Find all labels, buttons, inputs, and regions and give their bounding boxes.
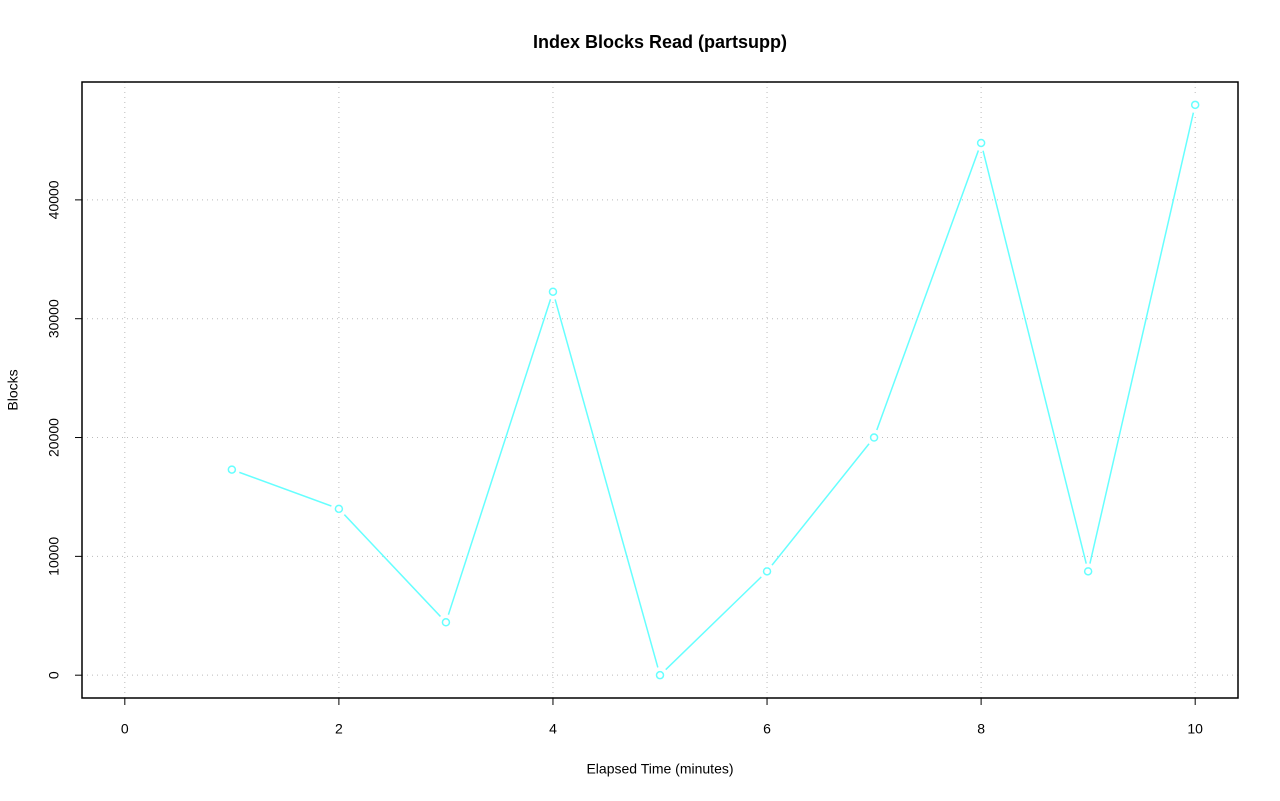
y-tick-label: 10000 [46, 537, 62, 576]
x-tick-label: 6 [763, 721, 771, 737]
x-tick-label: 10 [1187, 721, 1203, 737]
point [655, 670, 665, 680]
point [441, 618, 451, 627]
point [976, 138, 986, 148]
x-axis-label: Elapsed Time (minutes) [586, 761, 733, 777]
point [1190, 100, 1200, 110]
x-tick-label: 8 [977, 721, 985, 737]
point-gap [973, 134, 990, 151]
point-gap [1187, 96, 1204, 113]
point [869, 433, 879, 442]
point-gap [652, 667, 668, 684]
point [548, 287, 558, 296]
y-tick-label: 0 [46, 671, 62, 679]
x-tick-label: 0 [121, 721, 129, 737]
point-gap [866, 429, 883, 446]
x-tick-label: 4 [549, 721, 557, 737]
point [227, 465, 237, 474]
y-tick-label: 30000 [46, 299, 62, 338]
chart-title: Index Blocks Read (partsupp) [533, 32, 787, 52]
point-gap [759, 563, 776, 580]
y-tick-label: 20000 [46, 418, 62, 457]
series-line [231, 104, 1196, 677]
x-tick-label: 2 [335, 721, 343, 737]
plot-frame [81, 81, 1239, 699]
point-gap [1080, 563, 1097, 580]
point-gap [223, 461, 240, 478]
y-axis-label: Blocks [5, 369, 21, 410]
point-gap [544, 283, 561, 300]
point [1083, 567, 1093, 576]
point-gap [437, 614, 454, 631]
point [762, 567, 772, 576]
y-tick-label: 40000 [46, 180, 62, 219]
point-gap [330, 500, 347, 517]
point [334, 504, 344, 514]
